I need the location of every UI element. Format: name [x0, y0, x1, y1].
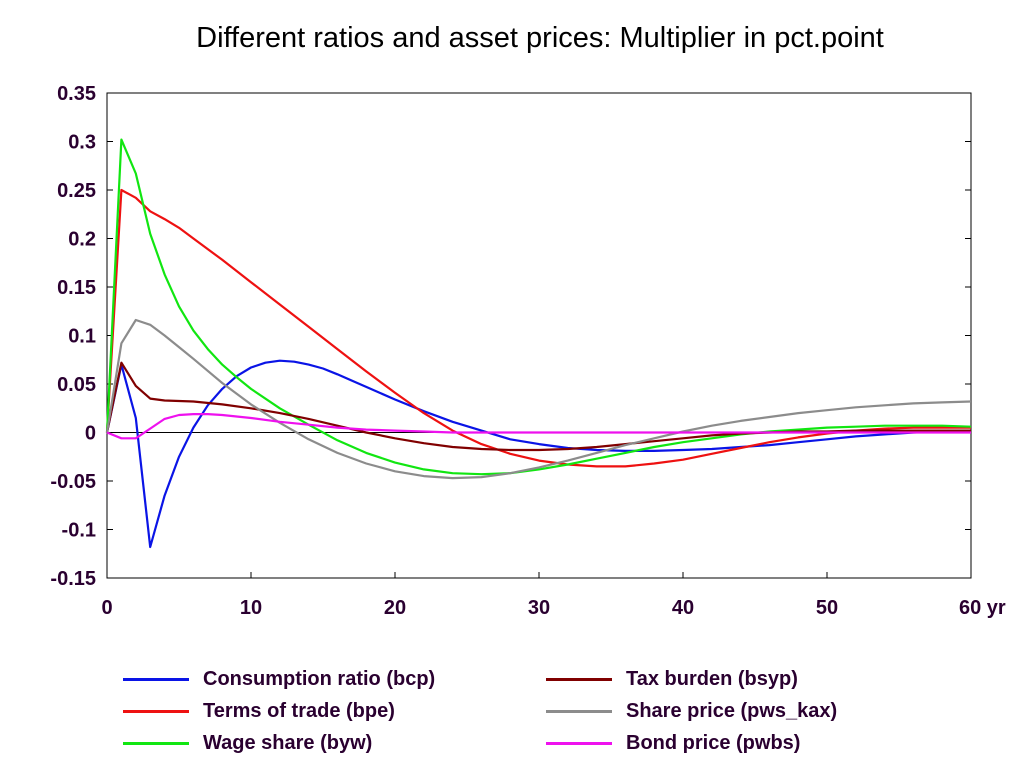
y-tick-label: 0.05 — [57, 374, 96, 396]
series-line-share-price-pws-kax — [105, 318, 972, 480]
y-axis-ticks: 0.35 0.3 0.25 0.2 0.15 0.1 0.05 0 -0.05 -0.1 -0.15 — [50, 83, 971, 590]
y-tick-label: 0.15 — [57, 277, 96, 299]
chart-title: Different ratios and asset prices: Multi… — [196, 22, 884, 54]
plot-area — [106, 92, 972, 579]
plot-frame — [106, 92, 972, 579]
x-tick-label: 0 — [101, 597, 112, 619]
y-tick-label: 0.35 — [57, 83, 96, 105]
x-tick-label: 20 — [384, 597, 406, 619]
series-line-bond-price-pwbs — [106, 413, 971, 440]
y-tick-label: 0 — [85, 423, 96, 445]
y-tick-label: -0.05 — [50, 471, 96, 493]
y-tick-label: 0.25 — [57, 180, 96, 202]
x-tick-label: 40 — [672, 597, 694, 619]
x-tick-label: 30 — [528, 597, 550, 619]
series-layer — [105, 138, 972, 549]
y-tick-label: 0.2 — [68, 229, 96, 251]
x-axis-ticks: 0 10 20 30 40 50 60 yr — [101, 572, 1006, 619]
x-tick-label: 60 yr — [959, 597, 1006, 619]
x-tick-label: 10 — [240, 597, 262, 619]
series-line-terms-of-trade-bpe — [105, 188, 971, 468]
series-line-wage-share-byw — [105, 138, 972, 476]
y-tick-label: 0.1 — [68, 326, 96, 348]
y-tick-label: -0.15 — [50, 568, 96, 590]
y-tick-label: 0.3 — [68, 132, 96, 154]
x-tick-label: 50 — [816, 597, 838, 619]
y-tick-label: -0.1 — [62, 520, 96, 542]
series-line-consumption-ratio-bcp — [105, 359, 972, 549]
